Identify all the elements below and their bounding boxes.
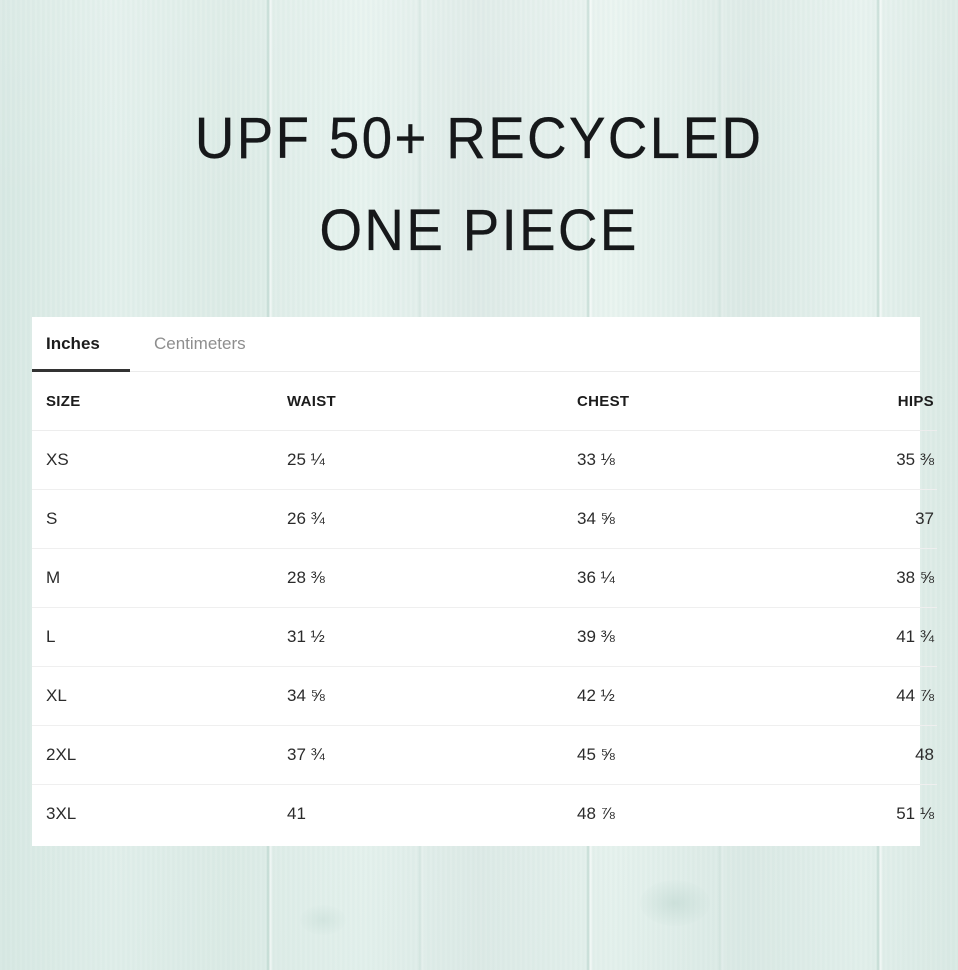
- table-row: XL 34 ⅝ 42 ½ 44 ⅞: [32, 666, 937, 726]
- cell-size: 2XL: [32, 725, 287, 785]
- cell-chest: 45 ⅝: [577, 725, 879, 785]
- cell-chest: 48 ⅞: [577, 804, 615, 823]
- cell-waist: 25 ¼: [287, 430, 577, 490]
- tab-inches[interactable]: Inches: [46, 334, 100, 353]
- page-title-line-2: ONE PIECE: [319, 197, 639, 263]
- column-header-chest: CHEST: [577, 372, 879, 431]
- cell-size: S: [32, 489, 287, 549]
- table-row: S 26 ¾ 34 ⅝ 37: [32, 489, 937, 549]
- cell-waist: 26 ¾: [287, 489, 577, 549]
- cell-waist: 31 ½: [287, 607, 577, 667]
- cell-waist: 41: [287, 804, 306, 823]
- cell-hips: 41 ¾: [879, 607, 937, 667]
- size-table-header: SIZE WAIST CHEST HIPS: [32, 372, 937, 431]
- table-row: M 28 ⅜ 36 ¼ 38 ⅝: [32, 548, 937, 608]
- wood-knot: [640, 880, 710, 926]
- cell-chest: 36 ¼: [577, 548, 879, 608]
- cell-hips: 48: [879, 725, 937, 785]
- size-table: SIZE WAIST CHEST HIPS XS 25 ¼ 33 ⅛ 35 ⅜ …: [32, 372, 937, 843]
- cell-size: M: [32, 548, 287, 608]
- unit-tabs: Inches Centimeters: [32, 317, 920, 372]
- cell-hips: 44 ⅞: [879, 666, 937, 726]
- cell-waist: 28 ⅜: [287, 548, 577, 608]
- table-row: 2XL 37 ¾ 45 ⅝ 48: [32, 725, 937, 785]
- cell-chest: 42 ½: [577, 666, 879, 726]
- cell-hips: 37: [879, 489, 937, 549]
- wood-knot: [300, 905, 346, 935]
- cell-chest: 39 ⅜: [577, 607, 879, 667]
- size-table-body: XS 25 ¼ 33 ⅛ 35 ⅜ S 26 ¾ 34 ⅝ 37 M 28 ⅜ …: [32, 430, 937, 844]
- cell-waist: 37 ¾: [287, 725, 577, 785]
- table-row: XS 25 ¼ 33 ⅛ 35 ⅜: [32, 430, 937, 490]
- column-header-size: SIZE: [32, 372, 287, 431]
- cell-hips: 38 ⅝: [879, 548, 937, 608]
- page-title: UPF 50+ RECYCLED ONE PIECE: [0, 92, 958, 276]
- size-chart-card: Inches Centimeters SIZE WAIST CHEST HIPS…: [32, 317, 937, 846]
- active-tab-indicator: [32, 369, 130, 372]
- cell-hips: 51 ⅛: [896, 804, 934, 823]
- cell-size: L: [32, 607, 287, 667]
- cell-chest: 33 ⅛: [577, 430, 879, 490]
- tab-centimeters[interactable]: Centimeters: [154, 334, 246, 353]
- cell-size: 3XL: [46, 804, 77, 823]
- table-row: L 31 ½ 39 ⅜ 41 ¾: [32, 607, 937, 667]
- cell-chest: 34 ⅝: [577, 489, 879, 549]
- page-title-line-1: UPF 50+ RECYCLED: [194, 105, 764, 171]
- cell-size: XS: [32, 430, 287, 490]
- cell-hips: 35 ⅜: [879, 430, 937, 490]
- column-header-hips: HIPS: [879, 372, 937, 431]
- table-row: 3XL 41 48 ⅞ 51 ⅛: [32, 785, 937, 844]
- column-header-waist: WAIST: [287, 372, 577, 431]
- cell-size: XL: [32, 666, 287, 726]
- cell-waist: 34 ⅝: [287, 666, 577, 726]
- table-header-row: SIZE WAIST CHEST HIPS: [32, 372, 937, 431]
